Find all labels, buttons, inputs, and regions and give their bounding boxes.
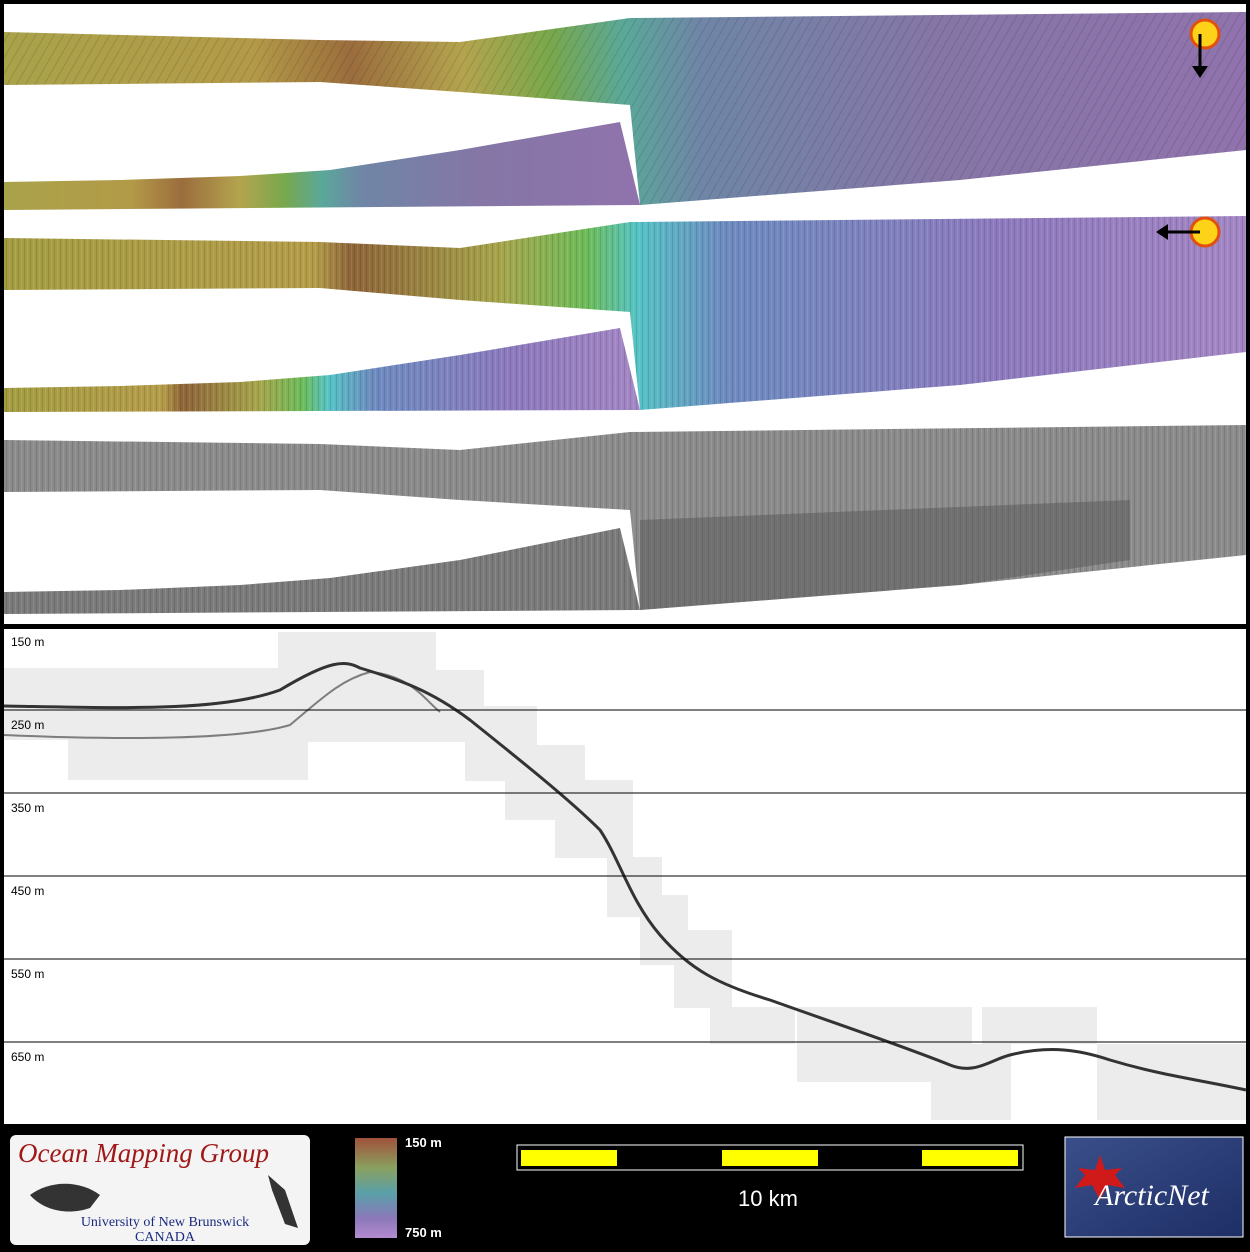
profile-trace [3, 662, 1247, 1092]
scale-label: 10 km [738, 1186, 798, 1211]
omg-university: University of New Brunswick [81, 1215, 249, 1230]
depth-label: 150 m [11, 635, 44, 649]
sun-icon [1156, 18, 1221, 248]
swath-hillshade [4, 12, 1246, 210]
color-bar-bottom: 750 m [405, 1225, 442, 1240]
scale-bar [516, 1144, 1024, 1171]
depth-label: 350 m [11, 801, 44, 815]
color-bar-top: 150 m [405, 1135, 442, 1150]
omg-logo: Ocean Mapping Group University of New Br… [10, 1135, 310, 1245]
depth-label: 550 m [11, 967, 44, 981]
swath-backscatter [4, 425, 1246, 614]
arcticnet-logo: ArcticNet [1064, 1136, 1244, 1238]
omg-title: Ocean Mapping Group [18, 1138, 269, 1168]
depth-label: 650 m [11, 1050, 44, 1064]
omg-country: CANADA [135, 1230, 196, 1245]
color-bar [355, 1138, 397, 1238]
depth-label: 250 m [11, 718, 44, 732]
arcticnet-name: ArcticNet [1093, 1179, 1210, 1212]
depth-grid: 150 m 250 m 350 m 450 m 550 m 650 m [4, 635, 1246, 1064]
swath-backscatter-relief [4, 216, 1246, 412]
depth-label: 450 m [11, 884, 44, 898]
